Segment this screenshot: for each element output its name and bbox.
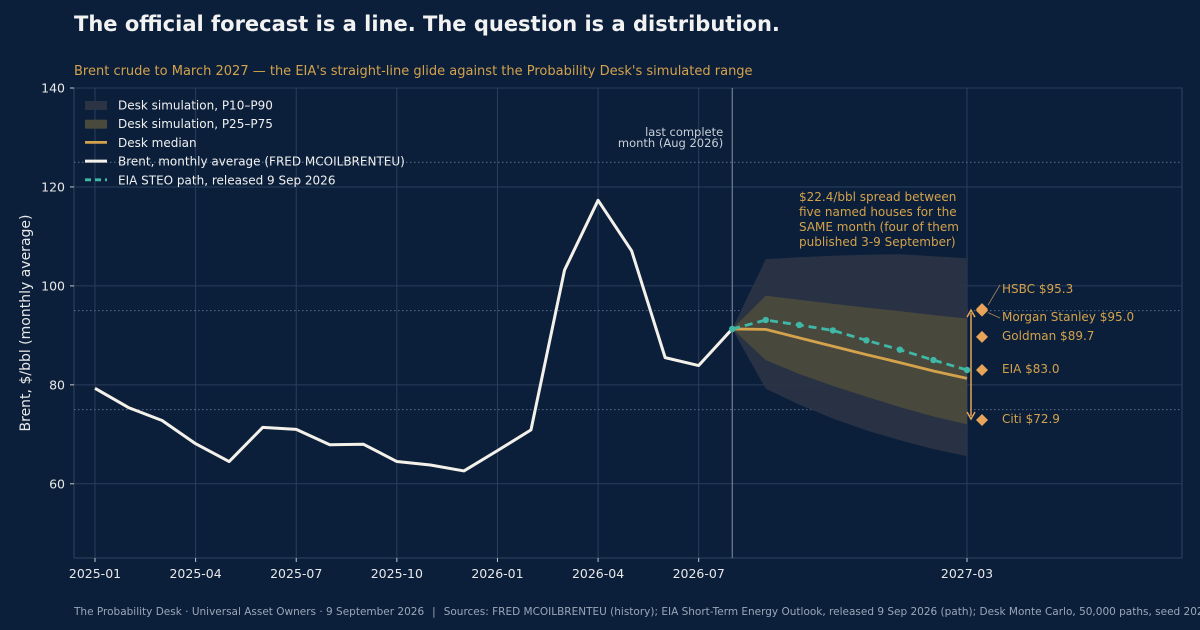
spread-arrow-head: [966, 308, 976, 318]
x-tick-label: 2025-10: [371, 566, 423, 581]
eia-path-point: [729, 325, 736, 333]
eia-path-point: [863, 337, 870, 344]
chart-subtitle: Brent crude to March 2027 — the EIA's st…: [74, 64, 753, 79]
house-forecast-label: EIA $83.0: [1002, 362, 1060, 376]
spread-arrow-head: [966, 411, 976, 421]
last-complete-label: last complete: [645, 125, 723, 139]
x-tick-label: 2027-03: [941, 566, 993, 581]
x-tick-label: 2025-07: [270, 566, 322, 581]
house-forecast-label: Goldman $89.7: [1002, 329, 1094, 343]
house-forecast-marker: [976, 304, 988, 317]
spread-annotation: SAME month (four of them: [799, 220, 959, 234]
house-forecast-marker: [976, 413, 988, 426]
legend-swatch: [85, 119, 107, 129]
y-tick-label: 140: [41, 81, 65, 96]
house-forecast-marker: [976, 364, 988, 376]
leader-line: [987, 312, 1001, 319]
eia-path-point: [896, 346, 904, 353]
house-forecast-label: HSBC $95.3: [1002, 282, 1073, 296]
x-tick-label: 2026-07: [673, 566, 725, 581]
y-tick-label: 100: [41, 278, 65, 293]
y-tick-label: 80: [49, 377, 65, 392]
spread-annotation: $22.4/bbl spread between: [799, 190, 956, 204]
eia-path-point: [796, 321, 803, 329]
eia-path-point: [762, 316, 769, 324]
spread-annotation: five named houses for the: [799, 205, 957, 219]
eia-path-line: [731, 318, 968, 372]
x-tick-label: 2025-04: [169, 566, 221, 581]
legend-label: Desk median: [118, 136, 197, 150]
x-tick-label: 2026-01: [471, 566, 523, 581]
chart-title: The official forecast is a line. The que…: [74, 12, 780, 36]
y-tick-label: 120: [41, 179, 65, 194]
legend-label: Brent, monthly average (FRED MCOILBRENTE…: [118, 155, 405, 169]
footer-separator: |: [432, 606, 436, 618]
spread-annotation: published 3-9 September): [799, 235, 956, 249]
eia-path-point: [829, 327, 837, 334]
x-tick-label: 2026-04: [572, 566, 624, 581]
house-forecast-marker: [976, 330, 988, 343]
legend-label: EIA STEO path, released 9 Sep 2026: [118, 173, 335, 187]
legend-swatch: [85, 101, 107, 110]
history-line: [94, 198, 734, 473]
house-forecast-label: Citi $72.9: [1002, 412, 1060, 426]
leader-line: [987, 284, 1001, 306]
eia-path-point: [930, 356, 937, 364]
band-p25-p75: [732, 295, 967, 425]
x-tick-label: 2025-01: [69, 566, 121, 581]
footer-publisher: The Probability Desk · Universal Asset O…: [74, 606, 425, 618]
house-forecast-label: Morgan Stanley $95.0: [1002, 310, 1134, 324]
source-footer: The Probability Desk · Universal Asset O…: [74, 606, 1200, 618]
y-axis-label: Brent, $/bbl (monthly average): [18, 215, 34, 432]
footer-sources: Sources: FRED MCOILBRENTEU (history); EI…: [443, 606, 1200, 618]
legend-label: Desk simulation, P10–P90: [118, 99, 273, 113]
eia-path-point: [963, 366, 971, 374]
legend-label: Desk simulation, P25–P75: [118, 117, 273, 131]
y-tick-label: 60: [49, 476, 65, 491]
desk-median-line: [732, 327, 968, 380]
last-complete-label: month (Aug 2026): [618, 136, 723, 150]
